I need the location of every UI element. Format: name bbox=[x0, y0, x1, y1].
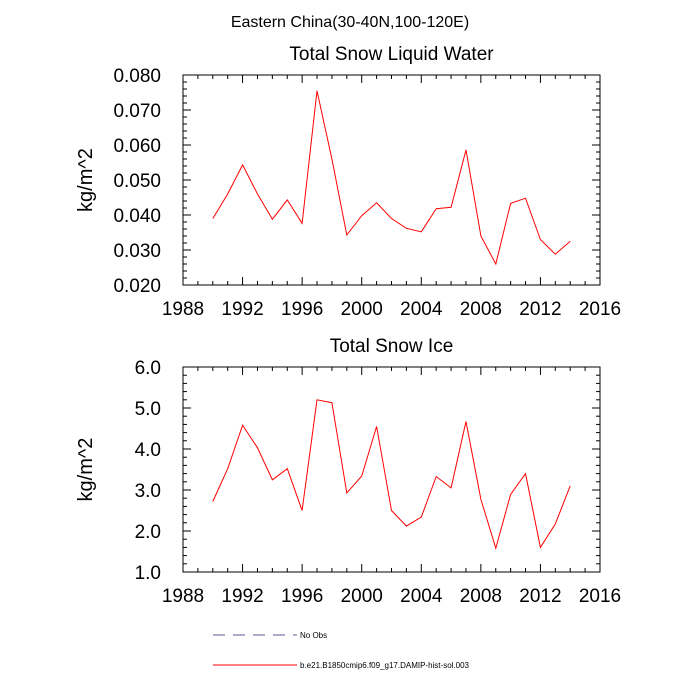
x-tick-label: 2016 bbox=[579, 299, 621, 320]
plot-frame bbox=[182, 366, 601, 573]
x-tick-label: 2008 bbox=[460, 586, 502, 607]
chart-panel-2: Total Snow Ice kg/m^2 1988 1992 1996 2000 2004… bbox=[75, 336, 621, 607]
x-tick-label: 1988 bbox=[162, 299, 204, 320]
x-tick-label: 1996 bbox=[281, 586, 323, 607]
y-axis-label: kg/m^2 bbox=[75, 438, 97, 502]
plot-frame bbox=[182, 74, 601, 286]
x-tick-label: 2000 bbox=[341, 299, 383, 320]
legend: No Obs b.e21.B1850cmip6.f09_g17.DAMIP-his… bbox=[213, 631, 470, 670]
x-tick-label: 1992 bbox=[221, 586, 263, 607]
x-tick-label: 2012 bbox=[519, 586, 561, 607]
y-tick-label: 0.060 bbox=[113, 136, 161, 157]
y-tick-label: 1.0 bbox=[135, 563, 161, 584]
x-tick-label: 2008 bbox=[460, 299, 502, 320]
y-tick-label: 0.020 bbox=[113, 276, 161, 297]
series-line bbox=[212, 399, 571, 550]
x-tick-label: 2004 bbox=[400, 299, 443, 320]
series-line bbox=[212, 90, 571, 266]
y-tick-label: 6.0 bbox=[135, 358, 161, 379]
y-tick-label: 0.030 bbox=[113, 241, 161, 262]
y-axis-label: kg/m^2 bbox=[75, 148, 97, 212]
chart-title: Total Snow Ice bbox=[330, 336, 454, 357]
chart-panel-1: Total Snow Liquid Water kg/m^2 1988 1992 199… bbox=[75, 44, 621, 320]
y-tick-label: 0.080 bbox=[113, 66, 161, 87]
y-tick-label: 0.040 bbox=[113, 206, 161, 227]
chart-title: Total Snow Liquid Water bbox=[289, 44, 494, 65]
legend-label-2: b.e21.B1850cmip6.f09_g17.DAMIP-hist-sol.… bbox=[300, 661, 470, 670]
legend-label-1: No Obs bbox=[300, 631, 327, 640]
x-tick-label: 2000 bbox=[341, 586, 383, 607]
chart-panels: Total Snow Liquid Water kg/m^2 1988 1992 199… bbox=[75, 44, 621, 607]
y-tick-label: 0.050 bbox=[113, 171, 161, 192]
x-tick-label: 2004 bbox=[400, 586, 443, 607]
y-tick-label: 3.0 bbox=[135, 481, 161, 502]
x-tick-label: 1996 bbox=[281, 299, 323, 320]
y-tick-label: 5.0 bbox=[135, 399, 161, 420]
y-tick-label: 0.070 bbox=[113, 101, 161, 122]
x-tick-label: 1992 bbox=[221, 299, 263, 320]
x-tick-label: 2016 bbox=[579, 586, 621, 607]
figure-suptitle: Eastern China(30-40N,100-120E) bbox=[231, 14, 469, 31]
y-tick-label: 2.0 bbox=[135, 522, 161, 543]
x-tick-label: 1988 bbox=[162, 586, 204, 607]
y-tick-label: 4.0 bbox=[135, 440, 161, 461]
x-tick-label: 2012 bbox=[519, 299, 561, 320]
